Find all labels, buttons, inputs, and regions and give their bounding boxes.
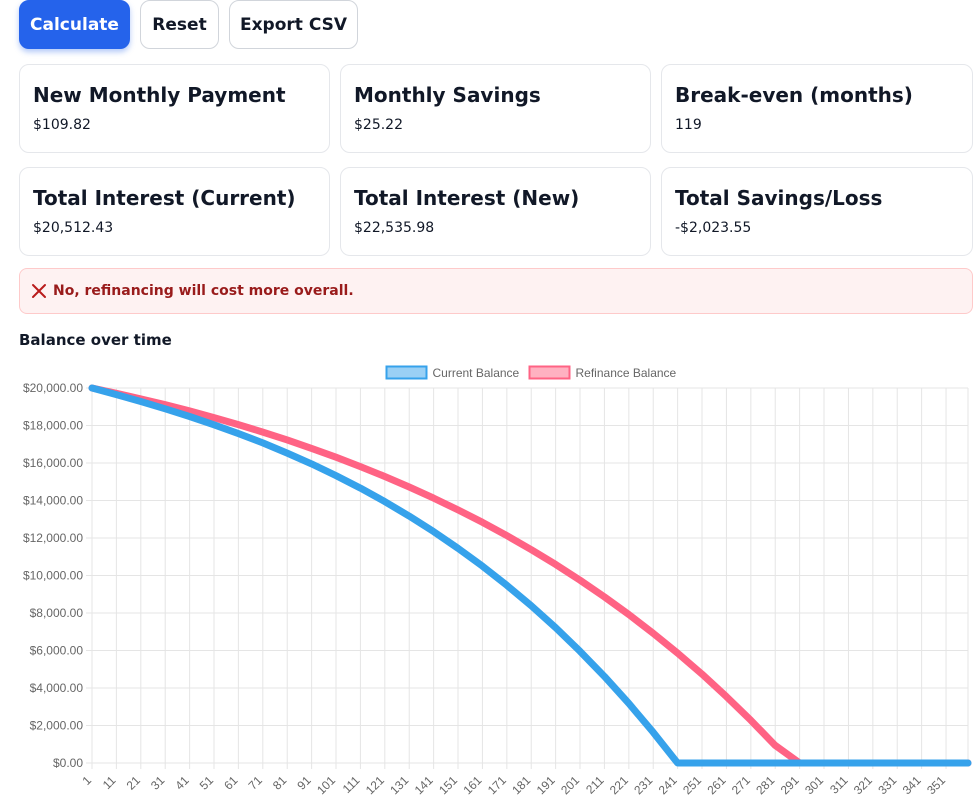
y-tick-label: $14,000.00: [23, 494, 83, 508]
card-total-savings-loss: Total Savings/Loss -$2,023.55: [661, 167, 973, 256]
y-tick-label: $6,000.00: [30, 644, 84, 658]
x-tick-label: 211: [583, 773, 607, 797]
y-tick-label: $10,000.00: [23, 569, 83, 583]
x-tick-label: 221: [607, 773, 631, 797]
y-tick-label: $20,000.00: [23, 381, 83, 395]
x-tick-label: 31: [148, 773, 168, 793]
balance-line-chart: $0.00 $2,000.00 $4,000.00 $6,000.00 $8,000.0…: [23, 365, 972, 797]
x-tick-label: 11: [100, 773, 119, 792]
card-value: 119: [675, 117, 702, 133]
legend-swatch: [385, 365, 428, 380]
export-csv-button[interactable]: Export CSV: [229, 0, 358, 49]
x-tick-label: 341: [900, 773, 924, 797]
toolbar: Calculate Reset Export CSV: [19, 0, 358, 49]
result-alert: No, refinancing will cost more overall.: [19, 268, 973, 314]
x-tick-label: 231: [631, 773, 655, 797]
card-value: $20,512.43: [33, 220, 114, 236]
y-tick-label: $12,000.00: [23, 531, 83, 545]
x-tick-label: 291: [778, 773, 802, 797]
x-tick-label: 61: [221, 773, 241, 793]
x-tick-label: 41: [172, 773, 192, 793]
x-tick-label: 171: [485, 773, 509, 797]
card-title: Total Interest (Current): [33, 186, 296, 210]
x-tick-label: 101: [314, 773, 338, 797]
card-title: Total Interest (New): [354, 186, 580, 210]
card-title: New Monthly Payment: [33, 83, 286, 107]
x-tick-label: 311: [827, 773, 851, 797]
card-value: -$2,023.55: [675, 220, 752, 236]
x-tick-label: 251: [680, 773, 704, 797]
x-tick-label: 91: [294, 773, 314, 793]
series-line: [88, 384, 972, 767]
card-monthly-savings: Monthly Savings $25.22: [340, 64, 651, 153]
x-tick-label: 281: [753, 773, 777, 797]
y-tick-label: $16,000.00: [23, 456, 83, 470]
x-tick-label: 301: [802, 773, 826, 797]
y-tick-label: $0.00: [53, 756, 83, 770]
x-tick-label: 51: [197, 773, 217, 793]
x-tick-label: 151: [436, 773, 460, 797]
legend-label: Current Balance: [433, 366, 520, 380]
chart-title: Balance over time: [19, 331, 172, 349]
x-tick-label: 241: [656, 773, 680, 797]
card-break-even: Break-even (months) 119: [661, 64, 973, 153]
x-tick-label: 141: [412, 773, 436, 797]
x-tick-label: 351: [924, 773, 948, 797]
x-tick-label: 321: [851, 773, 875, 797]
y-tick-label: $4,000.00: [30, 681, 84, 695]
x-tick-label: 181: [509, 773, 533, 797]
calculate-button[interactable]: Calculate: [19, 0, 130, 49]
x-tick-label: 81: [270, 773, 290, 793]
x-tick-label: 271: [729, 773, 753, 797]
results-grid: New Monthly Payment $109.82 Monthly Savi…: [19, 64, 973, 256]
x-icon: [32, 284, 46, 298]
reset-button[interactable]: Reset: [140, 0, 219, 49]
x-tick-label: 71: [246, 773, 266, 793]
x-tick-label: 21: [124, 773, 144, 793]
y-tick-label: $2,000.00: [30, 719, 84, 733]
x-tick-label: 191: [534, 773, 558, 797]
x-tick-label: 111: [340, 773, 363, 796]
x-tick-label: 131: [387, 773, 411, 797]
x-tick-label: 1: [79, 773, 94, 788]
card-value: $109.82: [33, 117, 91, 133]
card-total-interest-current: Total Interest (Current) $20,512.43: [19, 167, 330, 256]
card-total-interest-new: Total Interest (New) $22,535.98: [340, 167, 651, 256]
legend-label: Refinance Balance: [576, 366, 677, 380]
card-title: Total Savings/Loss: [675, 186, 883, 210]
card-title: Break-even (months): [675, 83, 913, 107]
x-tick-label: 331: [875, 773, 899, 797]
x-tick-label: 161: [460, 773, 484, 797]
y-tick-label: $8,000.00: [30, 606, 84, 620]
x-tick-label: 201: [558, 773, 582, 797]
card-value: $22,535.98: [354, 220, 435, 236]
legend-swatch: [528, 365, 571, 380]
y-tick-label: $18,000.00: [23, 419, 83, 433]
alert-message: No, refinancing will cost more overall.: [53, 283, 354, 299]
card-value: $25.22: [354, 117, 403, 133]
x-tick-label: 261: [704, 773, 728, 797]
card-title: Monthly Savings: [354, 83, 541, 107]
card-new-monthly-payment: New Monthly Payment $109.82: [19, 64, 330, 153]
x-tick-label: 121: [363, 773, 387, 797]
